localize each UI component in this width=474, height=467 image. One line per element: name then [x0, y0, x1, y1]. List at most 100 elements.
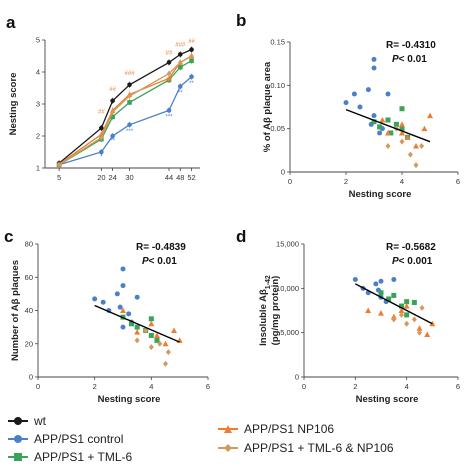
y-tick-label: 5 [36, 36, 40, 45]
data-point-control [377, 130, 383, 136]
data-point-combo [165, 349, 171, 356]
y-tick-label: 0 [295, 373, 299, 382]
data-point-control [352, 276, 358, 282]
data-point-np106 [424, 331, 431, 337]
data-point-control [114, 291, 120, 297]
legend: wt APP/PS1 control APP/PS1 + TML-6 APP/PS1 … [0, 414, 474, 467]
data-point-tml6 [399, 126, 405, 132]
panel-b: b 0 2 4 6 0 0.05 0.10 0.15 Nesting score % of Aβ p… [236, 11, 460, 200]
stat-p-symbol: P [392, 54, 399, 65]
data-point-control [371, 113, 377, 119]
data-point-np106 [378, 310, 384, 316]
data-point-combo [99, 134, 104, 141]
y-tick-label: 80 [25, 240, 33, 249]
regression-line [94, 304, 180, 343]
legend-swatch [8, 452, 28, 462]
legend-marker-diamond [224, 444, 232, 452]
legend-marker-circle [14, 417, 22, 425]
data-point-wt [110, 98, 115, 104]
significance-marker: ## [188, 39, 195, 45]
data-point-control [177, 84, 183, 89]
data-point-tml6 [411, 300, 417, 306]
legend-marker-square [14, 453, 22, 461]
stat-p-value: < 0.01 [149, 256, 178, 267]
panel-label-b: b [236, 11, 246, 30]
data-point-np106 [398, 307, 405, 313]
data-point-tml6 [388, 130, 394, 136]
significance-marker: *** [126, 129, 134, 135]
data-point-tml6 [127, 100, 132, 105]
x-tick-label: 30 [125, 173, 133, 182]
data-point-tml6 [371, 119, 377, 125]
significance-marker: ## [166, 50, 173, 56]
significance-marker: ## [98, 110, 105, 116]
stat-p-value: < 0.001 [399, 256, 433, 267]
y-axis-label: Nesting score [8, 73, 19, 136]
data-point-tml6 [148, 332, 154, 338]
y-tick-label: 0.05 [270, 124, 285, 133]
data-point-tml6 [386, 296, 392, 302]
data-point-control [371, 56, 377, 62]
data-point-wt [166, 60, 172, 65]
data-point-tml6 [154, 337, 160, 343]
legend-item-np106: APP/PS1 NP106 [218, 422, 334, 436]
data-point-combo [391, 316, 397, 323]
data-point-control [92, 296, 98, 302]
stat-r: R= -0.5682 [386, 242, 436, 253]
data-point-control [120, 283, 126, 289]
x-tick-label: 0 [288, 177, 292, 186]
significance-marker: ** [110, 138, 115, 144]
data-point-tml6 [399, 303, 405, 309]
x-tick-label: 6 [456, 177, 460, 186]
y-tick-label: 3 [36, 100, 40, 109]
panel-d: d 0 2 4 6 0 5,000 10,000 15,000 Nesting score Inso… [236, 227, 460, 405]
x-tick-label: 0 [302, 382, 306, 391]
data-point-wt [177, 52, 183, 57]
data-point-tml6 [393, 121, 399, 127]
stat-r: R= -0.4310 [386, 40, 436, 51]
y-tick-label: 1 [36, 164, 40, 173]
data-point-combo [163, 360, 168, 367]
x-tick-label: 4 [405, 382, 409, 391]
data-point-tml6 [377, 124, 383, 130]
data-point-np106 [148, 320, 155, 327]
data-point-np106 [162, 340, 169, 347]
data-point-control [365, 87, 371, 93]
x-axis-label: Nesting score [98, 394, 161, 405]
x-tick-label: 52 [187, 173, 195, 182]
y-tick-label: 4 [36, 68, 40, 77]
legend-swatch [218, 443, 238, 453]
y-tick-label: 2 [36, 132, 40, 141]
y-axis-label: Number of Aβ plaques [10, 260, 21, 361]
data-point-tml6 [148, 316, 154, 322]
data-point-control [99, 149, 104, 155]
significance-marker: ** [178, 90, 183, 96]
y-tick-label: 10,000 [276, 284, 299, 293]
data-point-control [110, 133, 115, 139]
legend-label: APP/PS1 + TML-6 [34, 450, 133, 464]
data-point-np106 [416, 325, 423, 331]
x-tick-label: 48 [176, 173, 184, 182]
data-point-np106 [171, 327, 177, 333]
data-point-combo [56, 162, 62, 168]
stat-p: P< 0.01 [392, 54, 427, 65]
stat-p: P< 0.01 [142, 256, 177, 267]
x-tick-label: 2 [93, 382, 97, 391]
data-point-combo [399, 311, 405, 318]
data-point-tml6 [385, 117, 391, 123]
y-tick-label: 20 [25, 339, 33, 348]
data-point-combo [148, 344, 154, 351]
data-point-np106 [413, 143, 419, 149]
x-tick-label: 20 [97, 173, 105, 182]
x-axis-label: Nesting score [356, 394, 419, 405]
data-point-np106 [385, 130, 391, 136]
data-point-control [100, 299, 106, 305]
x-tick-label: 24 [108, 173, 116, 182]
data-point-np106 [176, 337, 183, 343]
x-axis-label: Nesting score [349, 189, 412, 200]
data-point-combo [127, 93, 132, 99]
y-tick-label: 0.10 [270, 81, 285, 90]
x-tick-label: 6 [206, 382, 210, 391]
data-point-np106 [427, 112, 433, 119]
